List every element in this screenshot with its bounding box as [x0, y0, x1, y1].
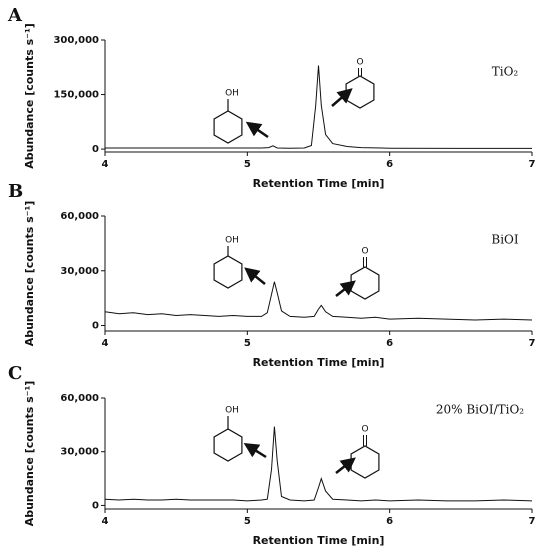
cyclohexanone-ring	[345, 75, 375, 109]
molecule-label: O	[356, 58, 363, 68]
y-axis-title: Abundance [counts s⁻¹]	[23, 381, 36, 527]
x-tick-label: 6	[386, 338, 393, 349]
cyclohexanol-ring	[213, 110, 243, 144]
molecule-label: OH	[225, 236, 239, 246]
molecule-label: OH	[225, 89, 239, 99]
panel-label: C	[8, 363, 22, 384]
x-tick-label: 6	[386, 516, 393, 527]
x-tick-label: 4	[102, 159, 109, 170]
chromatogram-line	[105, 65, 532, 149]
panel-label: A	[7, 5, 23, 26]
x-tick-label: 4	[102, 516, 109, 527]
y-tick-label: 60,000	[60, 211, 99, 222]
x-tick-label: 4	[102, 338, 109, 349]
y-tick-label: 30,000	[60, 266, 99, 277]
x-tick-label: 6	[386, 159, 393, 170]
arrow	[331, 88, 353, 107]
panel-label: B	[8, 181, 23, 202]
y-axis-title: Abundance [counts s⁻¹]	[23, 201, 36, 347]
arrow	[335, 457, 356, 474]
cyclohexanone-ring	[350, 445, 380, 479]
annotation: 20% BiOI/TiO₂	[436, 403, 524, 417]
chromatogram-line	[104, 281, 533, 321]
cyclohexanol-ring	[213, 255, 243, 289]
molecule-label: O	[361, 247, 368, 257]
arrow	[243, 443, 267, 459]
x-tick-label: 5	[244, 338, 251, 349]
arrow	[335, 280, 356, 297]
annotation: TiO₂	[492, 65, 519, 79]
x-tick-label: 7	[529, 338, 536, 349]
y-tick-label: 0	[92, 321, 99, 332]
x-tick-label: 5	[244, 159, 251, 170]
chromatogram-line	[104, 426, 533, 502]
cyclohexanol-ring	[213, 428, 243, 462]
x-axis-title: Retention Time [min]	[253, 356, 385, 369]
y-tick-label: 300,000	[53, 35, 99, 46]
arrow	[244, 267, 266, 285]
y-tick-label: 150,000	[53, 90, 99, 101]
y-axis-title: Abundance [counts s⁻¹]	[23, 23, 36, 169]
x-tick-label: 5	[244, 516, 251, 527]
x-tick-label: 7	[529, 516, 536, 527]
y-tick-label: 0	[92, 144, 99, 155]
x-axis-title: Retention Time [min]	[253, 177, 385, 190]
arrow	[245, 121, 269, 139]
x-axis-title: Retention Time [min]	[253, 534, 385, 547]
annotation: BiOI	[491, 233, 518, 247]
y-tick-label: 0	[92, 500, 99, 511]
molecule-label: OH	[225, 406, 239, 416]
y-tick-label: 60,000	[60, 393, 99, 404]
y-tick-label: 30,000	[60, 447, 99, 458]
cyclohexanone-ring	[350, 266, 380, 300]
molecule-label: O	[361, 425, 368, 435]
x-tick-label: 7	[529, 159, 536, 170]
